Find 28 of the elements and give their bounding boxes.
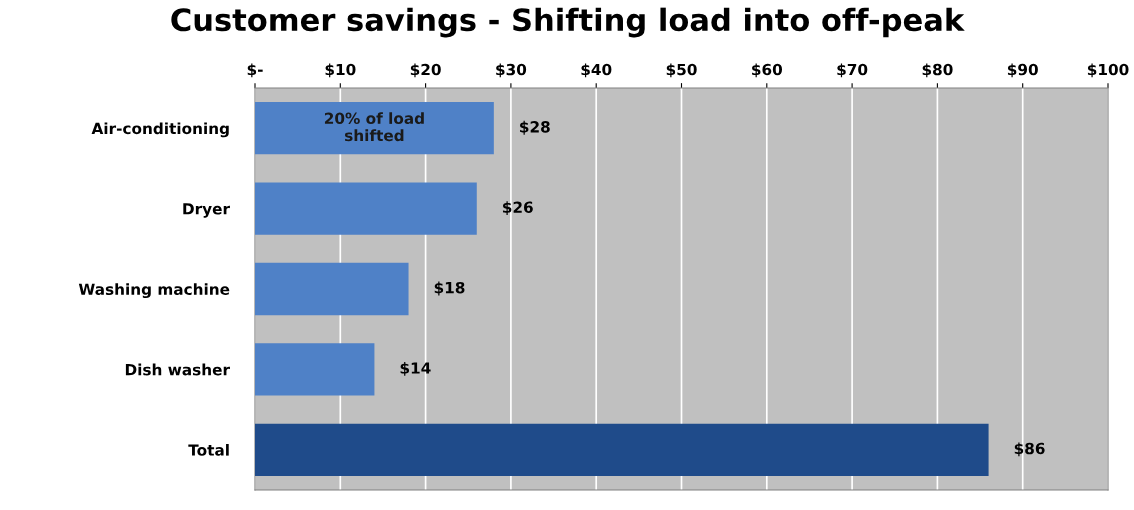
y-tick-label: Dish washer <box>125 363 230 376</box>
x-tick-label: $80 <box>922 63 953 78</box>
y-tick-label: Washing machine <box>78 283 230 299</box>
bar <box>255 423 989 476</box>
x-tick-label: $20 <box>410 63 441 78</box>
y-tick-label: Total <box>188 444 229 456</box>
x-tick-label: $50 <box>666 63 697 78</box>
data-label: $28 <box>520 120 550 135</box>
chart-title: Customer savings - Shifting load into off-peak <box>171 7 965 38</box>
x-tick-label: $90 <box>1007 63 1038 78</box>
x-tick-label: $- <box>247 63 263 78</box>
bar <box>255 182 477 235</box>
data-label: $14 <box>400 362 431 376</box>
data-label: $86 <box>1014 442 1045 457</box>
annotation: 20% of load shifted <box>324 112 424 142</box>
y-tick-label: Dryer <box>183 203 230 218</box>
bar <box>255 102 494 155</box>
x-tick-label: $70 <box>837 63 868 78</box>
x-tick-label: $10 <box>325 63 356 78</box>
data-label: $18 <box>434 281 465 296</box>
bar <box>255 343 375 396</box>
x-tick-label: $60 <box>752 63 783 78</box>
x-tick-label: $30 <box>496 63 527 78</box>
data-label: $26 <box>502 201 533 216</box>
x-tick-label: $40 <box>581 63 612 78</box>
y-tick-label: Air-conditioning <box>91 122 229 138</box>
x-tick-label: $100 <box>1087 63 1129 78</box>
bar <box>255 262 409 316</box>
